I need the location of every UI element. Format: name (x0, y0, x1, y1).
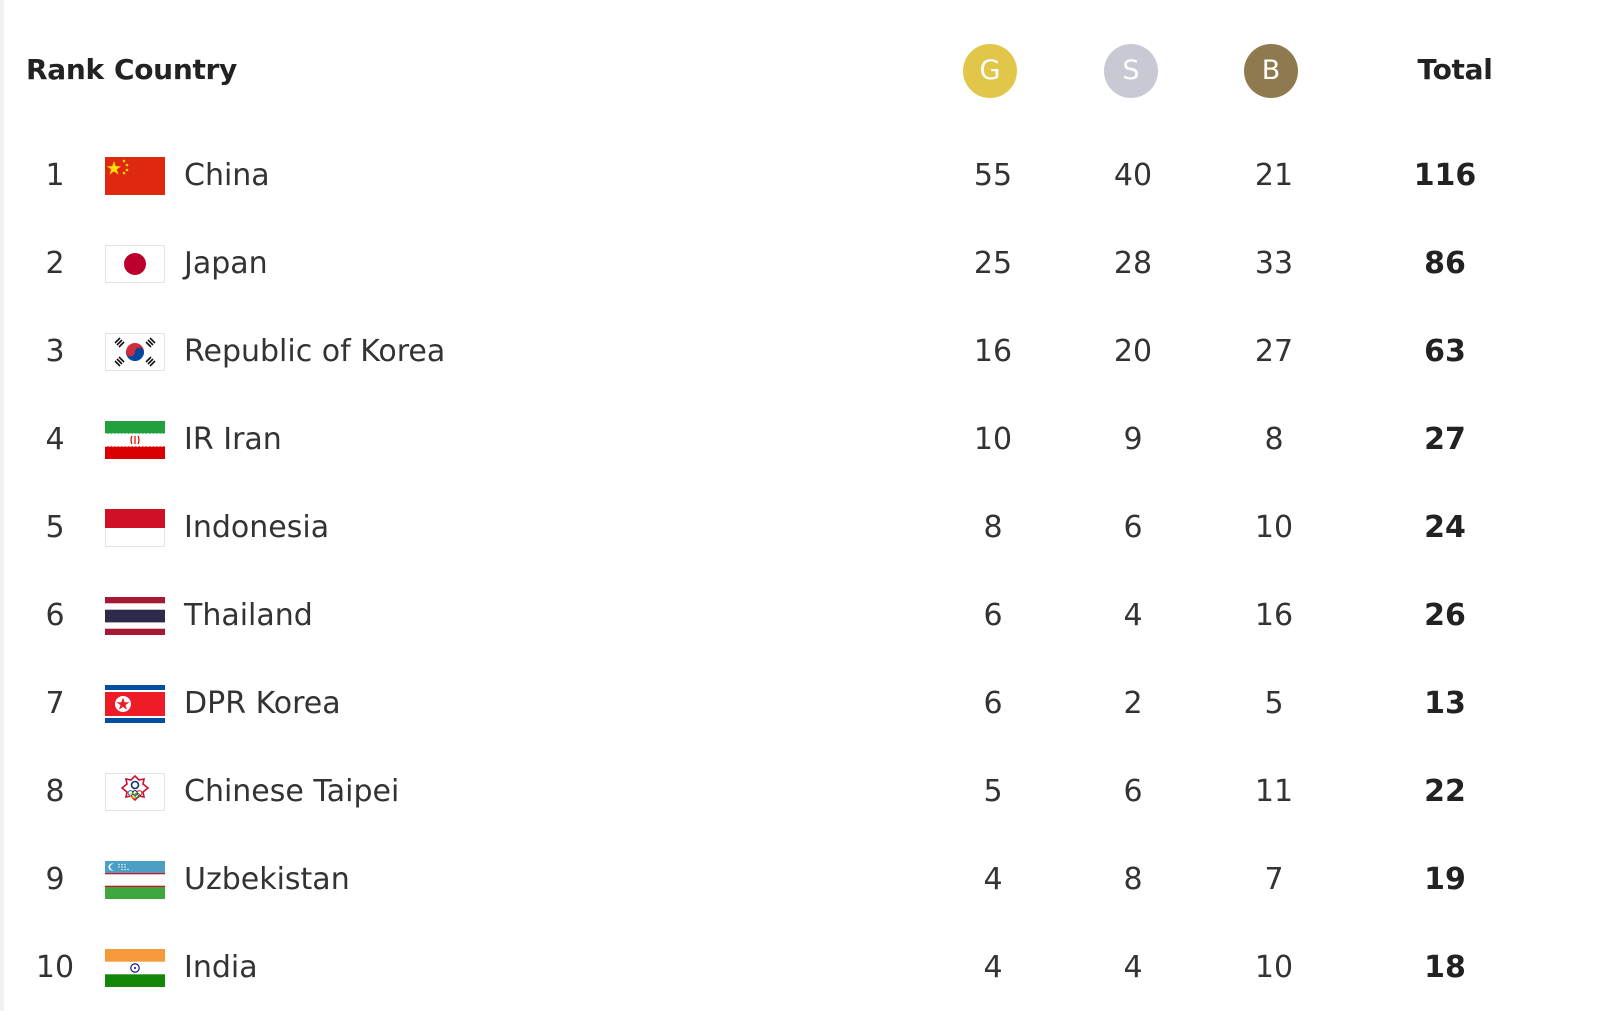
gold-count: 55 (973, 158, 1013, 193)
table-row[interactable]: 8 Chinese Taipei 5 6 11 22 (0, 748, 1624, 836)
total-count: 19 (1424, 862, 1466, 897)
uzbekistan-flag-icon (105, 861, 165, 899)
table-row[interactable]: 10 India 4 4 10 18 (0, 924, 1624, 1012)
rank-cell: 8 (45, 774, 65, 809)
table-row[interactable]: 5 Indonesia 8 6 10 24 (0, 484, 1624, 572)
dpr-korea-flag-icon (105, 685, 165, 723)
gold-count: 4 (983, 862, 1003, 897)
total-column-header[interactable]: Total (1417, 53, 1493, 86)
country-column-header[interactable]: Country (114, 53, 237, 86)
country-name: India (184, 950, 258, 985)
bronze-count: 10 (1254, 510, 1294, 545)
total-count: 63 (1424, 334, 1466, 369)
rank-cell: 6 (45, 598, 65, 633)
bronze-count: 27 (1254, 334, 1294, 369)
silver-count: 9 (1123, 422, 1143, 457)
table-row[interactable]: 6 Thailand 6 4 16 26 (0, 572, 1624, 660)
bronze-count: 8 (1264, 422, 1284, 457)
gold-count: 6 (983, 686, 1003, 721)
bronze-count: 33 (1254, 246, 1294, 281)
rank-cell: 4 (45, 422, 65, 457)
total-count: 24 (1424, 510, 1466, 545)
silver-count: 40 (1113, 158, 1153, 193)
country-name: Indonesia (184, 510, 330, 545)
gold-count: 4 (983, 950, 1003, 985)
total-count: 22 (1424, 774, 1466, 809)
rank-cell: 10 (35, 950, 75, 985)
table-row[interactable]: 4 IR Iran 10 9 8 27 (0, 396, 1624, 484)
country-name: Thailand (184, 598, 313, 633)
rank-cell: 5 (45, 510, 65, 545)
country-name: Japan (184, 246, 268, 281)
total-count: 13 (1424, 686, 1466, 721)
silver-medal-icon[interactable]: S (1104, 44, 1158, 98)
chinese-taipei-flag-icon (105, 773, 165, 811)
bronze-count: 11 (1254, 774, 1294, 809)
thailand-flag-icon (105, 597, 165, 635)
silver-count: 6 (1123, 774, 1143, 809)
silver-count: 28 (1113, 246, 1153, 281)
bronze-count: 16 (1254, 598, 1294, 633)
bronze-count: 5 (1264, 686, 1284, 721)
left-border (0, 0, 4, 1011)
bronze-count: 21 (1254, 158, 1294, 193)
rank-cell: 3 (45, 334, 65, 369)
japan-flag-icon (105, 245, 165, 283)
gold-count: 5 (983, 774, 1003, 809)
total-count: 26 (1424, 598, 1466, 633)
total-count: 27 (1424, 422, 1466, 457)
gold-count: 8 (983, 510, 1003, 545)
rank-cell: 9 (45, 862, 65, 897)
china-flag-icon (105, 157, 165, 195)
silver-count: 8 (1123, 862, 1143, 897)
table-row[interactable]: 1 China 55 40 21 116 (0, 132, 1624, 220)
rank-cell: 7 (45, 686, 65, 721)
country-name: China (184, 158, 270, 193)
bronze-count: 7 (1264, 862, 1284, 897)
total-count: 116 (1413, 158, 1477, 193)
country-name: IR Iran (184, 422, 282, 457)
table-row[interactable]: 7 DPR Korea 6 2 5 13 (0, 660, 1624, 748)
rank-cell: 1 (45, 158, 65, 193)
silver-count: 20 (1113, 334, 1153, 369)
country-name: Uzbekistan (184, 862, 350, 897)
gold-count: 25 (973, 246, 1013, 281)
table-row[interactable]: 2 Japan 25 28 33 86 (0, 220, 1624, 308)
bronze-count: 10 (1254, 950, 1294, 985)
country-name: Chinese Taipei (184, 774, 400, 809)
rank-cell: 2 (45, 246, 65, 281)
korea-flag-icon (105, 333, 165, 371)
india-flag-icon (105, 949, 165, 987)
gold-count: 16 (973, 334, 1013, 369)
indonesia-flag-icon (105, 509, 165, 547)
iran-flag-icon (105, 421, 165, 459)
rank-column-header[interactable]: Rank (26, 53, 104, 86)
table-row[interactable]: 9 Uzbekistan 4 (0, 836, 1624, 924)
country-name: DPR Korea (184, 686, 341, 721)
silver-count: 4 (1123, 598, 1143, 633)
silver-count: 4 (1123, 950, 1143, 985)
silver-count: 2 (1123, 686, 1143, 721)
gold-count: 6 (983, 598, 1003, 633)
gold-count: 10 (973, 422, 1013, 457)
table-row[interactable]: 3 Republic of Korea 16 (0, 308, 1624, 396)
total-count: 86 (1424, 246, 1466, 281)
total-count: 18 (1424, 950, 1466, 985)
table-header: Rank Country G S B Total (0, 0, 1624, 140)
bronze-medal-icon[interactable]: B (1244, 44, 1298, 98)
silver-count: 6 (1123, 510, 1143, 545)
country-name: Republic of Korea (184, 334, 446, 369)
gold-medal-icon[interactable]: G (963, 44, 1017, 98)
